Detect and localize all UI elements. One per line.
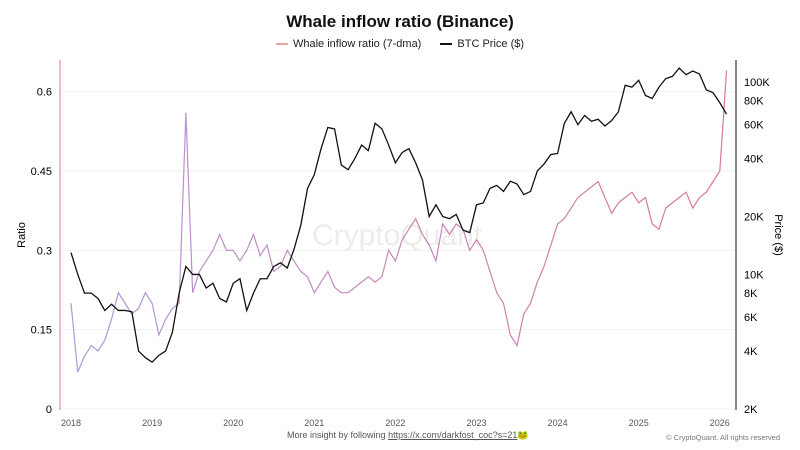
y-left-tick-label: 0.45 bbox=[31, 166, 52, 178]
x-tick-label: 2025 bbox=[629, 418, 649, 428]
y-right-tick-label: 20K bbox=[744, 211, 764, 223]
legend-item-price[interactable]: BTC Price ($) bbox=[440, 38, 524, 50]
y-left-label: Ratio bbox=[16, 222, 28, 248]
legend-swatch bbox=[440, 43, 453, 46]
y-right-label: Price ($) bbox=[772, 214, 784, 256]
y-right-tick-label: 80K bbox=[744, 96, 764, 108]
y-right-tick-label: 60K bbox=[744, 120, 764, 132]
legend-item-ratio[interactable]: Whale inflow ratio (7-dma) bbox=[275, 38, 422, 50]
footer-link[interactable]: https://x.com/darkfost_coc?s=21 bbox=[388, 430, 518, 440]
series-btc-price-line bbox=[70, 67, 728, 364]
x-tick-label: 2019 bbox=[142, 418, 162, 428]
y-right-tick-label: 100K bbox=[744, 77, 770, 89]
y-right-tick-label: 40K bbox=[744, 154, 764, 166]
y-right-tick-label: 10K bbox=[744, 269, 764, 281]
legend-swatch bbox=[275, 43, 288, 46]
copyright: © CryptoQuant. All rights reserved bbox=[666, 433, 780, 442]
x-tick-label: 2023 bbox=[466, 418, 486, 428]
y-left-tick-label: 0.15 bbox=[31, 325, 52, 337]
x-tick-label: 2026 bbox=[710, 418, 730, 428]
y-left-tick-label: 0 bbox=[46, 404, 52, 416]
legend-label: BTC Price ($) bbox=[457, 38, 525, 50]
y-right-tick-label: 4K bbox=[744, 346, 758, 358]
footer: More insight by following https://x.com/… bbox=[287, 430, 529, 441]
legend: Whale inflow ratio (7-dma) BTC Price ($) bbox=[0, 38, 800, 50]
chart-title: Whale inflow ratio (Binance) bbox=[286, 12, 514, 31]
x-tick-label: 2021 bbox=[304, 418, 324, 428]
watermark: CryptoQuant bbox=[312, 219, 483, 252]
x-tick-label: 2018 bbox=[61, 418, 81, 428]
x-tick-label: 2022 bbox=[385, 418, 405, 428]
y-right-tick-label: 2K bbox=[744, 404, 758, 416]
frog-emoji-icon: 🐸 bbox=[517, 430, 529, 440]
series-whale-ratio-line bbox=[70, 70, 728, 373]
y-left-tick-label: 0.3 bbox=[37, 245, 52, 257]
y-right-tick-label: 8K bbox=[744, 288, 758, 300]
footer-text: More insight by following bbox=[287, 430, 389, 440]
legend-label: Whale inflow ratio (7-dma) bbox=[292, 38, 422, 50]
x-tick-label: 2024 bbox=[548, 418, 568, 428]
y-right-tick-label: 6K bbox=[744, 312, 758, 324]
x-tick-label: 2020 bbox=[223, 418, 243, 428]
y-left-tick-label: 0.6 bbox=[37, 87, 52, 99]
